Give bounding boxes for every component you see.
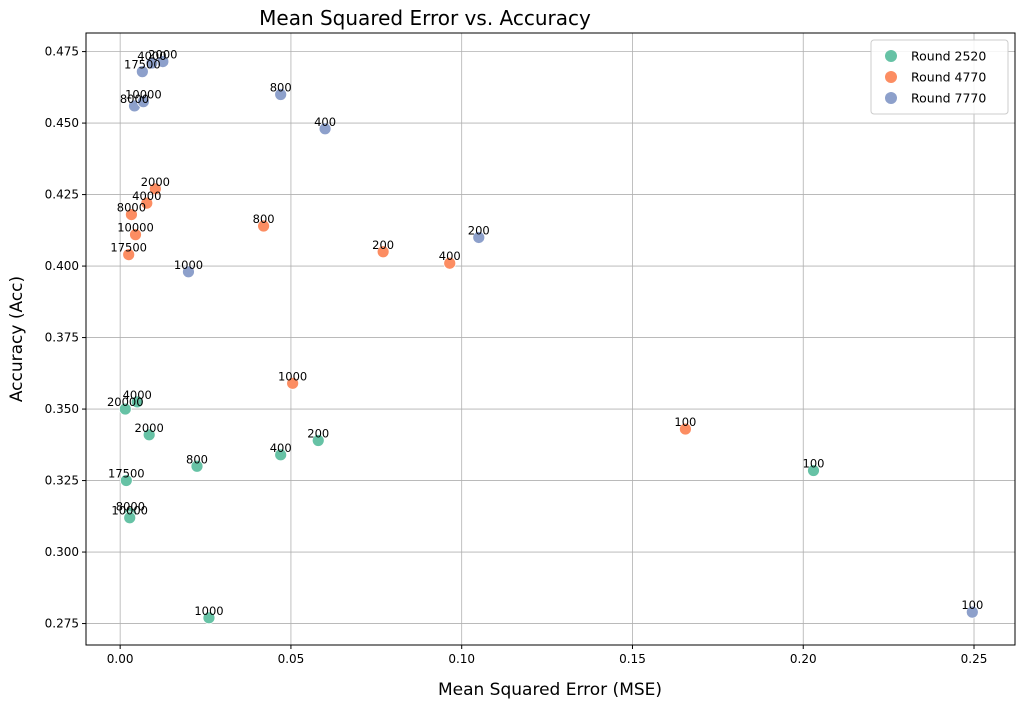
point-label: 200	[468, 223, 490, 237]
point-label: 200	[307, 427, 329, 441]
y-tick-label: 0.475	[45, 45, 79, 59]
data-point	[182, 265, 195, 279]
point-label: 17500	[110, 241, 147, 255]
x-axis-ticks: 0.00 0.05 0.10 0.15 0.20 0.25	[107, 645, 988, 666]
point-label: 10000	[111, 504, 148, 518]
data-point	[145, 56, 159, 70]
data-point	[679, 422, 692, 436]
data-point	[135, 65, 149, 79]
point-label: 100	[961, 598, 983, 612]
point-label: 400	[270, 441, 292, 455]
point-label: 20000	[107, 395, 144, 409]
y-tick-label: 0.275	[45, 617, 79, 631]
chart-title: Mean Squared Error vs. Accuracy	[259, 6, 591, 30]
legend-marker	[885, 92, 897, 104]
data-point	[472, 231, 486, 244]
data-point	[129, 228, 142, 242]
x-tick-label: 0.10	[448, 652, 475, 666]
point-label: 2000	[135, 421, 164, 435]
data-point	[274, 448, 288, 462]
point-labels: 1002004008001000200040008000100001750020…	[107, 48, 983, 618]
data-point	[376, 245, 390, 259]
y-tick-label: 0.400	[45, 259, 79, 273]
point-label: 4000	[123, 388, 152, 402]
y-axis-ticks: 0.275 0.300 0.325 0.350 0.375 0.400 0.425 0.450…	[45, 45, 86, 631]
x-tick-label: 0.05	[278, 652, 305, 666]
grid	[86, 33, 1015, 645]
point-label: 200	[372, 238, 394, 252]
point-label: 4000	[132, 189, 161, 203]
data-point	[318, 122, 332, 136]
point-label: 1000	[278, 369, 307, 383]
x-tick-label: 0.00	[107, 652, 134, 666]
point-label: 8000	[117, 201, 146, 215]
data-point	[202, 611, 216, 625]
legend-box	[870, 39, 1009, 115]
point-label: 800	[270, 80, 292, 94]
data-point	[142, 428, 156, 442]
point-label: 1000	[174, 258, 203, 272]
data-point	[136, 95, 150, 109]
data-point	[119, 474, 133, 487]
point-label: 10000	[125, 88, 162, 102]
point-label: 100	[674, 415, 696, 429]
data-point	[125, 208, 138, 221]
data-point	[130, 395, 144, 409]
y-tick-label: 0.300	[45, 545, 79, 559]
legend: Round 2520 Round 4770 Round 7770	[870, 39, 1009, 115]
data-point	[274, 88, 288, 101]
data-point	[122, 248, 136, 262]
x-tick-label: 0.15	[619, 652, 646, 666]
point-label: 2000	[141, 175, 170, 189]
legend-entry: Round 2520	[911, 49, 986, 64]
legend-entry: Round 7770	[911, 91, 986, 106]
y-tick-label: 0.325	[45, 474, 79, 488]
y-tick-label: 0.425	[45, 188, 79, 202]
point-label: 800	[253, 212, 275, 226]
point-label: 8000	[116, 499, 145, 513]
x-tick-label: 0.25	[961, 652, 988, 666]
data-point	[123, 511, 137, 525]
legend-entry: Round 4770	[911, 70, 986, 85]
plot-frame	[85, 32, 1016, 646]
data-point	[807, 464, 820, 477]
y-tick-label: 0.450	[45, 116, 79, 130]
legend-marker	[885, 71, 897, 83]
point-label: 8000	[120, 92, 149, 106]
data-point	[140, 196, 154, 210]
data-point	[148, 182, 162, 196]
y-axis-label: Accuracy (Acc)	[7, 276, 27, 402]
point-label: 17500	[124, 58, 161, 72]
point-label: 400	[314, 115, 336, 129]
point-label: 400	[439, 249, 461, 263]
point-label: 10000	[117, 221, 154, 235]
x-tick-label: 0.20	[790, 652, 817, 666]
data-point	[190, 459, 204, 473]
data-point	[311, 434, 325, 447]
point-label: 4000	[137, 49, 166, 63]
data-point	[443, 256, 457, 270]
legend-marker	[885, 50, 897, 62]
x-axis-label: Mean Squared Error (MSE)	[438, 680, 662, 700]
data-point	[257, 219, 271, 233]
data-point	[118, 402, 132, 416]
point-label: 17500	[108, 467, 145, 481]
y-tick-label: 0.375	[45, 331, 79, 345]
data-points	[118, 55, 979, 625]
y-tick-label: 0.350	[45, 402, 79, 416]
data-point	[286, 376, 300, 390]
point-label: 100	[803, 457, 825, 471]
point-label: 2000	[148, 48, 177, 62]
point-label: 800	[186, 452, 208, 466]
point-label: 1000	[194, 604, 223, 618]
data-point	[965, 605, 979, 619]
